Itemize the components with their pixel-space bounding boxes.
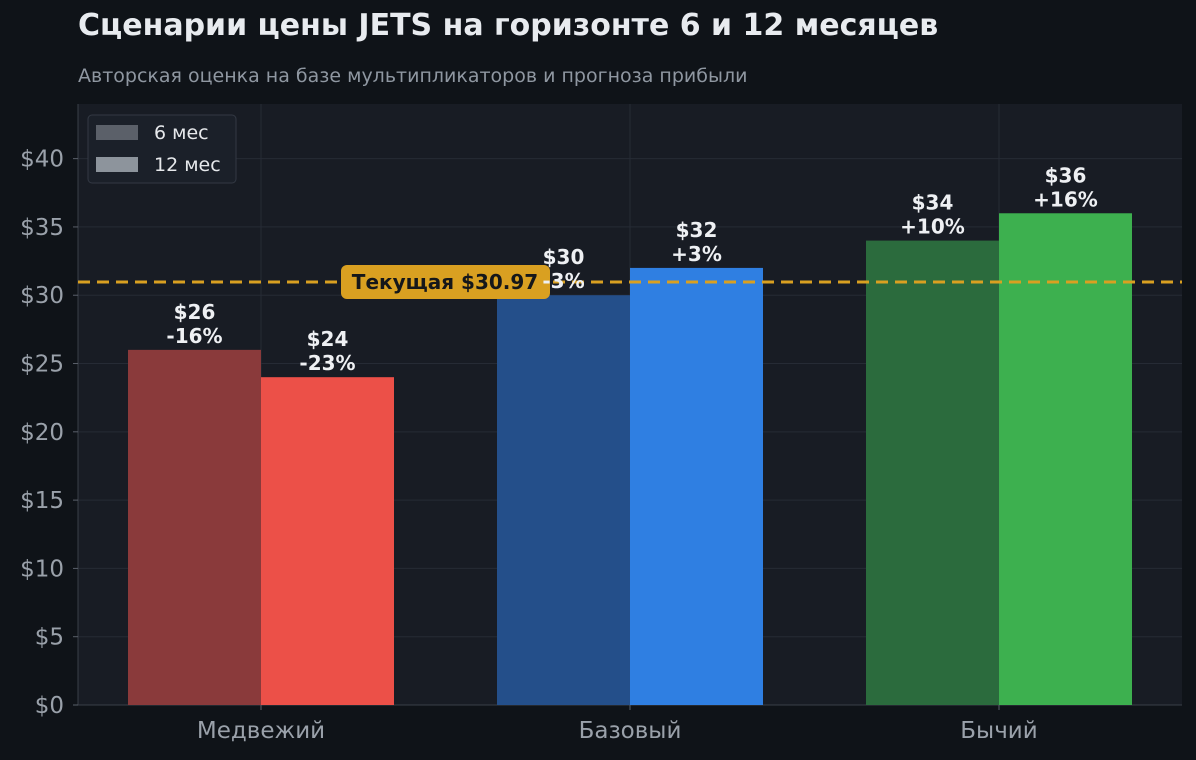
bar-value-label: $26 xyxy=(174,300,216,324)
y-tick-label: $20 xyxy=(20,420,64,446)
bar-change-label: +16% xyxy=(1033,187,1098,211)
reference-line-label: Текущая $30.97 xyxy=(352,270,538,294)
reference-line-badge xyxy=(341,264,550,299)
reference-line-group: Текущая $30.97 xyxy=(78,264,1182,299)
bar xyxy=(128,349,261,705)
bars xyxy=(128,213,1132,706)
bar-value-label: $30 xyxy=(543,245,585,269)
x-tick-label: Бычий xyxy=(960,718,1037,744)
bar xyxy=(497,295,630,705)
bar xyxy=(866,240,999,705)
y-tick-label: $0 xyxy=(35,693,64,719)
legend: 6 мес 12 мес xyxy=(87,114,237,184)
chart-subtitle: Авторская оценка на базе мультипликаторо… xyxy=(78,65,748,87)
x-axis: Медвежий Базовый Бычий xyxy=(78,704,1182,744)
bar-value-label: $34 xyxy=(912,191,954,215)
bar xyxy=(999,213,1132,706)
bar-value-label: $32 xyxy=(676,218,718,242)
y-tick-label: $5 xyxy=(35,625,64,651)
bar xyxy=(630,267,763,705)
y-tick-label: $10 xyxy=(20,556,64,582)
legend-swatch xyxy=(96,125,138,140)
y-tick-label: $35 xyxy=(20,215,64,241)
x-tick-label: Базовый xyxy=(579,718,682,744)
bar-labels: $26-16% $30-3% $34+10% $24-23% $32+3% $36+16% xyxy=(166,163,1097,375)
bar-change-label: +3% xyxy=(671,242,722,266)
bar-change-label: -23% xyxy=(299,351,355,375)
legend-swatch xyxy=(96,157,138,172)
y-tick-label: $15 xyxy=(20,488,64,514)
bar-value-label: $36 xyxy=(1045,163,1087,187)
y-tick-label: $40 xyxy=(20,147,64,173)
bar xyxy=(261,377,394,705)
chart-title: Сценарии цены JETS на горизонте 6 и 12 м… xyxy=(78,8,939,43)
y-tick-label: $30 xyxy=(20,283,64,309)
bar-value-label: $24 xyxy=(307,327,349,351)
y-tick-label: $25 xyxy=(20,352,64,378)
legend-label: 12 мес xyxy=(154,154,221,176)
bar-change-label: -3% xyxy=(542,269,584,293)
x-tick-label: Медвежий xyxy=(197,718,325,744)
bar-change-label: -16% xyxy=(166,324,222,348)
bar-change-label: +10% xyxy=(900,215,965,239)
y-axis: $0 $5 $10 $15 $20 $25 $30 $35 $40 xyxy=(20,104,79,719)
legend-label: 6 мес xyxy=(154,122,209,144)
